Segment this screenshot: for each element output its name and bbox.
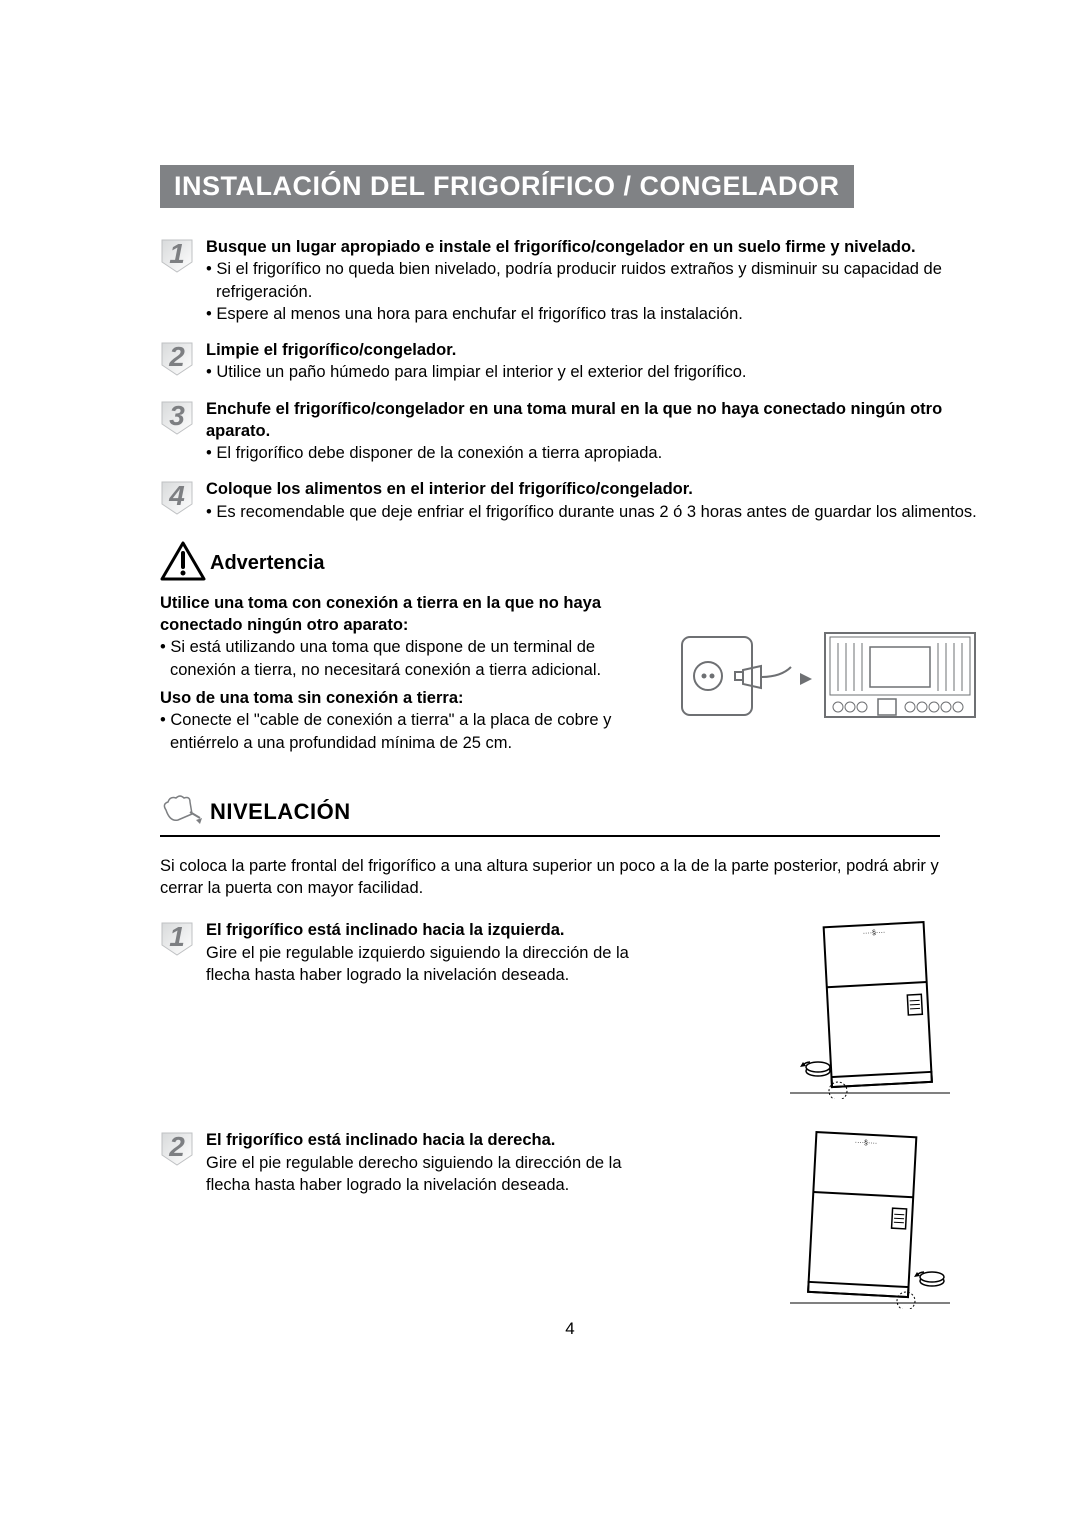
svg-text:3: 3	[169, 400, 185, 431]
fridge-right-illustration: ····§····	[630, 1129, 980, 1309]
leveling-step-body: Gire el pie regulable derecho siguiendo …	[206, 1154, 622, 1194]
step-lead: Limpie el frigorífico/congelador.	[206, 341, 456, 359]
svg-text:····§····: ····§····	[855, 1139, 878, 1147]
warning-title: Advertencia	[210, 552, 325, 575]
svg-text:1: 1	[169, 238, 185, 269]
step-3: 3 Enchufe el frigorífico/congelador en u…	[160, 398, 980, 465]
warning-header: Advertencia	[160, 541, 980, 586]
step-number-icon: 2	[160, 341, 194, 377]
step-4: 4 Coloque los alimentos en el interior d…	[160, 478, 980, 523]
svg-text:4: 4	[168, 480, 185, 511]
warning-text: Conecte el "cable de conexión a tierra" …	[160, 709, 640, 754]
warning-subhead: Utilice una toma con conexión a tierra e…	[160, 592, 640, 637]
warning-subhead: Uso de una toma sin conexión a tierra:	[160, 687, 640, 709]
step-number-icon: 1	[160, 921, 194, 957]
step-bullet: Espere al menos una hora para enchufar e…	[206, 303, 980, 325]
outlet-illustration	[670, 592, 980, 758]
warning-icon	[160, 541, 210, 586]
step-lead: Busque un lugar apropiado e instale el f…	[206, 238, 916, 256]
warning-text: Si está utilizando una toma que dispone …	[160, 636, 640, 681]
step-number-icon: 1	[160, 238, 194, 274]
warning-body: Utilice una toma con conexión a tierra e…	[160, 592, 980, 758]
fridge-left-illustration: ····§····	[630, 919, 980, 1099]
leveling-step-lead: El frigorífico está inclinado hacia la i…	[206, 919, 630, 941]
section-rule	[160, 835, 940, 837]
leveling-step-1: 1 El frigorífico está inclinado hacia la…	[160, 919, 980, 1099]
section-title: INSTALACIÓN DEL FRIGORÍFICO / CONGELADOR	[160, 165, 854, 208]
step-number-icon: 3	[160, 400, 194, 436]
hand-icon	[160, 792, 210, 833]
leveling-header: NIVELACIÓN	[160, 792, 980, 833]
step-bullet: Es recomendable que deje enfriar el frig…	[206, 501, 980, 523]
step-2: 2 Limpie el frigorífico/congelador. Util…	[160, 339, 980, 384]
step-bullet: El frigorífico debe disponer de la conex…	[206, 442, 980, 464]
step-bullet: Si el frigorífico no queda bien nivelado…	[206, 258, 980, 303]
svg-text:1: 1	[169, 921, 185, 952]
step-number-icon: 4	[160, 480, 194, 516]
leveling-step-2: 2 El frigorífico está inclinado hacia la…	[160, 1129, 980, 1309]
step-number-icon: 2	[160, 1131, 194, 1167]
svg-text:····§····: ····§····	[863, 929, 886, 937]
leveling-title: NIVELACIÓN	[210, 799, 980, 825]
step-lead: Coloque los alimentos en el interior del…	[206, 480, 693, 498]
leveling-intro: Si coloca la parte frontal del frigorífi…	[160, 855, 980, 900]
installation-steps: 1 Busque un lugar apropiado e instale el…	[160, 236, 980, 523]
manual-page: INSTALACIÓN DEL FRIGORÍFICO / CONGELADOR…	[160, 165, 980, 1339]
svg-text:2: 2	[168, 1131, 185, 1162]
step-lead: Enchufe el frigorífico/congelador en una…	[206, 400, 942, 440]
step-1: 1 Busque un lugar apropiado e instale el…	[160, 236, 980, 325]
leveling-step-body: Gire el pie regulable izquierdo siguiend…	[206, 944, 629, 984]
page-number: 4	[160, 1319, 980, 1339]
leveling-step-lead: El frigorífico está inclinado hacia la d…	[206, 1129, 630, 1151]
svg-text:2: 2	[168, 341, 185, 372]
step-bullet: Utilice un paño húmedo para limpiar el i…	[206, 361, 980, 383]
